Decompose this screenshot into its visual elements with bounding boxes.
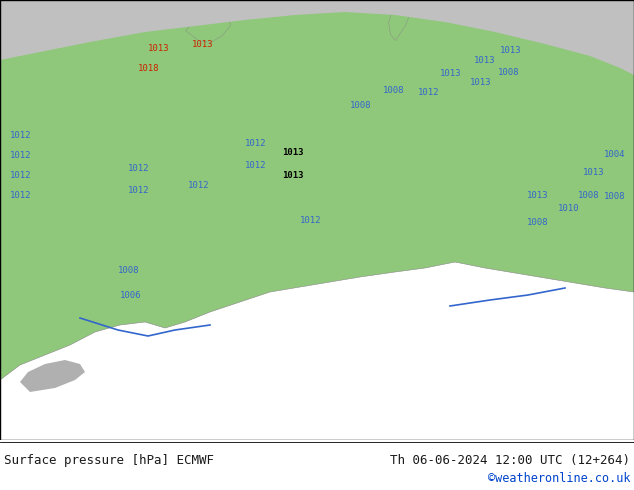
Text: 1013: 1013 (527, 191, 548, 199)
Text: 1013: 1013 (474, 55, 496, 65)
Text: 1006: 1006 (120, 291, 141, 299)
Text: 1012: 1012 (245, 161, 266, 170)
Text: 1013: 1013 (148, 44, 169, 52)
Text: 1013: 1013 (192, 40, 214, 49)
Text: 1012: 1012 (418, 88, 439, 97)
Text: 1010: 1010 (558, 203, 579, 213)
Text: 1008: 1008 (383, 85, 404, 95)
Text: 1004: 1004 (604, 149, 626, 158)
Text: 1012: 1012 (128, 164, 150, 172)
Text: 1012: 1012 (10, 171, 32, 179)
Text: 1008: 1008 (578, 191, 600, 199)
Text: 1008: 1008 (118, 266, 139, 274)
Text: 1013: 1013 (282, 147, 304, 156)
Text: 1013: 1013 (282, 171, 304, 179)
Text: Surface pressure [hPa] ECMWF: Surface pressure [hPa] ECMWF (4, 454, 214, 467)
Text: 1018: 1018 (138, 64, 160, 73)
Text: 1013: 1013 (500, 46, 522, 54)
Text: Th 06-06-2024 12:00 UTC (12+264): Th 06-06-2024 12:00 UTC (12+264) (390, 454, 630, 467)
Text: 1008: 1008 (350, 100, 372, 109)
Text: 1012: 1012 (188, 180, 209, 190)
Text: ©weatheronline.co.uk: ©weatheronline.co.uk (488, 472, 630, 485)
Text: 1008: 1008 (527, 218, 548, 226)
Text: 1013: 1013 (583, 168, 604, 176)
Text: 1008: 1008 (498, 68, 519, 76)
Text: 1012: 1012 (10, 150, 32, 160)
Text: 1013: 1013 (440, 69, 462, 77)
Text: 1012: 1012 (128, 186, 150, 195)
Text: 1012: 1012 (300, 216, 321, 224)
Text: 1012: 1012 (10, 191, 32, 199)
Text: 1012: 1012 (10, 130, 32, 140)
Text: 1012: 1012 (245, 139, 266, 147)
Text: 1008: 1008 (604, 192, 626, 200)
Text: 1013: 1013 (470, 77, 491, 87)
